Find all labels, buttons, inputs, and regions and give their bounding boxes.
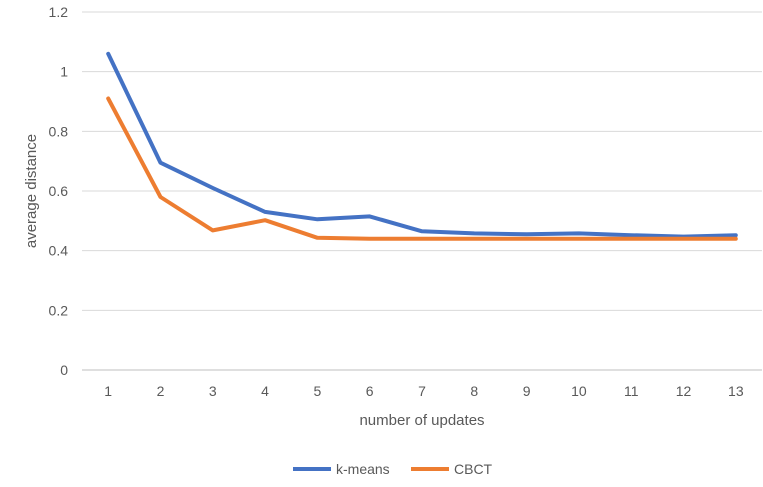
gridlines	[82, 11, 762, 371]
series-line-cbct	[106, 96, 738, 241]
x-tick-label: 5	[313, 383, 321, 399]
y-axis-title: average distance	[23, 134, 40, 248]
series-lines	[106, 51, 738, 241]
y-tick-label: 1	[60, 64, 68, 80]
x-tick-label: 8	[470, 383, 478, 399]
y-tick-label: 0.6	[49, 183, 69, 199]
x-tick-label: 13	[728, 383, 744, 399]
y-axis-ticks: 0 0.2 0.4 0.6 0.8 1 1.2	[49, 4, 69, 378]
x-tick-label: 4	[261, 383, 269, 399]
x-tick-label: 11	[624, 383, 639, 399]
x-tick-label: 6	[366, 383, 374, 399]
series-line-kmeans	[106, 51, 738, 239]
y-tick-label: 0.8	[49, 123, 69, 139]
x-axis-ticks: 1 2 3 4 5 6 7 8 9 10 11 12 13	[104, 383, 744, 399]
y-tick-label: 0.2	[49, 302, 69, 318]
x-tick-label: 2	[157, 383, 165, 399]
y-tick-label: 0.4	[49, 243, 69, 259]
x-tick-label: 10	[571, 383, 587, 399]
legend: k-means CBCT	[293, 461, 493, 477]
x-tick-label: 9	[523, 383, 531, 399]
legend-label-cbct: CBCT	[454, 461, 493, 477]
legend-label-kmeans: k-means	[336, 461, 390, 477]
x-tick-label: 12	[676, 383, 692, 399]
x-tick-label: 3	[209, 383, 217, 399]
y-tick-label: 0	[60, 362, 68, 378]
x-tick-label: 1	[104, 383, 112, 399]
y-tick-label: 1.2	[49, 4, 69, 20]
x-tick-label: 7	[418, 383, 426, 399]
x-axis-title: number of updates	[359, 412, 484, 429]
